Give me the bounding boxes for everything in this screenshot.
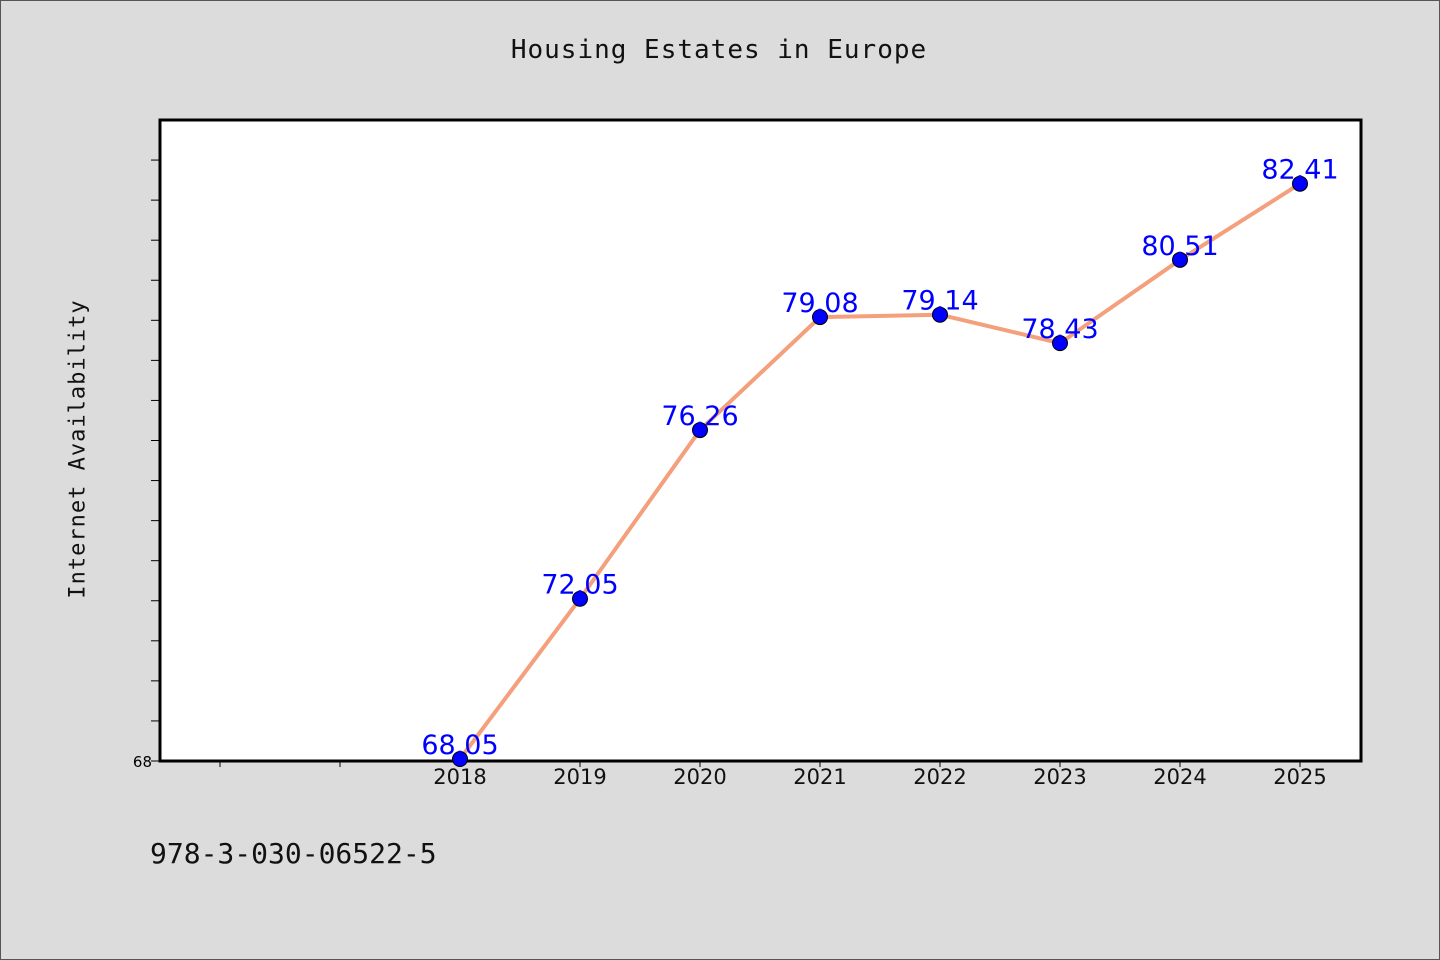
data-label: 68.05 xyxy=(421,730,498,761)
data-point xyxy=(1172,251,1188,268)
chart-title: Housing Estates in Europe xyxy=(510,35,928,65)
series-data-labels: 68.05 72.05 76.26 79.08 79.14 78.43 80.51 82.41 xyxy=(421,155,1338,761)
x-tick-label: 2021 xyxy=(793,765,846,789)
x-tick-label: 2020 xyxy=(673,765,726,789)
x-tick-label: 2025 xyxy=(1273,765,1326,789)
series-points xyxy=(452,175,1308,767)
data-point xyxy=(812,309,828,326)
data-point xyxy=(572,590,588,607)
x-tick-label: 2018 xyxy=(433,765,486,789)
data-label: 79.08 xyxy=(781,288,858,319)
y-tick-label: 68 xyxy=(133,753,152,771)
data-point xyxy=(1292,175,1308,192)
data-point xyxy=(932,306,948,323)
x-tick-label: 2024 xyxy=(1153,765,1206,789)
plot-area xyxy=(158,118,1363,763)
data-label: 76.26 xyxy=(661,401,738,432)
data-label: 72.05 xyxy=(541,570,618,601)
data-label: 80.51 xyxy=(1141,231,1218,262)
series-line-group xyxy=(458,182,1302,761)
data-label: 79.14 xyxy=(901,286,978,317)
data-label: 82.41 xyxy=(1261,155,1338,186)
data-point xyxy=(452,750,468,767)
y-axis-ticks: 68 xyxy=(133,159,160,771)
data-point xyxy=(1052,335,1068,352)
data-label: 78.43 xyxy=(1021,314,1098,345)
x-tick-label: 2019 xyxy=(553,765,606,789)
x-axis-ticks: 2018 2019 2020 2021 2022 2023 2024 2025 xyxy=(219,761,1327,789)
series-line xyxy=(458,182,1302,761)
data-point xyxy=(692,422,708,439)
x-tick-label: 2023 xyxy=(1033,765,1086,789)
footer-isbn: 978-3-030-06522-5 xyxy=(150,837,437,870)
x-tick-label: 2022 xyxy=(913,765,966,789)
